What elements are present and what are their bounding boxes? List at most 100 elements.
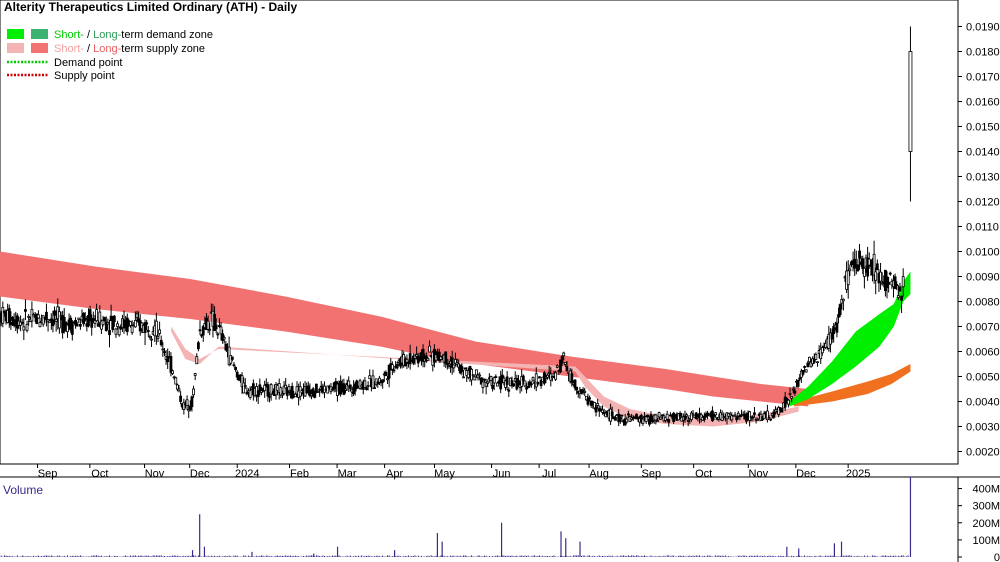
price-bar-body [753,412,756,415]
price-bar-body [230,356,234,360]
price-bar-body [315,383,318,393]
y-tick-label: 0.0180 [966,47,1000,59]
volume-tick-label: 0 [994,552,1000,562]
price-bar-body [494,376,498,379]
price-bar-body [129,321,132,326]
price-bar-body [677,413,680,421]
price-bar-body [27,315,31,318]
volume-tick-label: 100M [972,535,1000,547]
price-bar-body [7,308,11,324]
price-bar-body [93,320,97,324]
price-bar-body [148,335,152,338]
price-bar-body [491,384,494,389]
y-tick-label: 0.0090 [966,272,1000,284]
price-bar-body [117,327,121,336]
x-tick-label: Oct [695,468,712,480]
price-bar-body [87,314,90,327]
price-bar-body [473,376,477,381]
price-bar-body [368,375,372,380]
price-bar-body [861,258,865,270]
price-bar-body [874,271,878,281]
price-bar-body [348,384,352,389]
price-bar-body [154,320,158,337]
price-bar-body [678,412,682,417]
price-bar-body [281,393,284,396]
price-bar-body [483,378,486,381]
price-bar-body [384,371,388,376]
price-bar-body [53,310,56,316]
price-bar-body [554,372,558,380]
price-bar-body [463,367,467,370]
price-bar-body [287,386,291,392]
price-bar-body [219,326,223,335]
y-tick-label: 0.0160 [966,97,1000,109]
price-bar-body [586,398,590,405]
price-bar-body [101,319,105,326]
price-bar-body [536,381,540,385]
price-bar-body [690,412,693,421]
price-bar-body [832,326,836,335]
price-bar-body [390,364,394,370]
y-tick-label: 0.0190 [966,22,1000,34]
price-bar-body [804,369,808,373]
price-bar-body [51,319,55,327]
price-bar-body [738,415,742,418]
price-bar-body [224,343,228,351]
y-tick-label: 0.0170 [966,72,1000,84]
price-bar-body [171,370,174,374]
price-bar-body [381,379,385,383]
price-bar-body [174,377,178,385]
price-bar-body [285,387,289,396]
y-tick-label: 0.0140 [966,147,1000,159]
price-bar-body [306,385,310,393]
price-bar-body [625,418,629,423]
price-bar-body [505,376,509,385]
price-bar-body [618,417,622,423]
price-bar-body [531,377,535,381]
price-bar-body [769,418,773,421]
price-bar-body [659,416,663,420]
price-bar-body [104,321,108,332]
volume-tick-label: 300M [972,501,1000,513]
price-bar-body [837,314,840,318]
price-bar-body [182,402,186,410]
price-bar-body [45,311,48,321]
price-bar-body [848,268,852,272]
price-bar-body [560,356,564,364]
price-bar-body [156,336,160,339]
price-bar-body [559,359,562,373]
price-bar-body [599,408,603,411]
price-bar-body [529,383,533,386]
price-bar-body [22,326,26,331]
price-bar-body [114,328,118,335]
price-bar-body [363,380,367,388]
price-bar-body [565,365,569,372]
price-bar-body [198,329,202,332]
y-tick-label: 0.0110 [966,222,999,234]
price-bar-body [240,375,244,387]
price-bar-body [526,386,530,388]
price-bar-body [780,408,784,413]
price-bar-body [669,414,672,417]
legend-supply-zone: Short- / Long-term supply zone [54,43,205,55]
price-bar-body [245,392,249,395]
price-bar-body [614,416,617,421]
y-tick-label: 0.0040 [966,397,1000,409]
volume-tick-label: 200M [972,518,1000,530]
price-bar-body [130,325,134,333]
x-tick-label: Oct [91,468,108,480]
price-bar-body [534,373,538,388]
price-bar-body [887,281,891,285]
price-bar-body [846,270,850,286]
price-bar-body [898,286,902,292]
volume-bars [0,476,912,557]
price-bar-body [835,322,839,333]
price-bar-body [660,414,664,417]
price-plot-border [0,0,959,465]
price-bar-body [232,364,236,367]
price-bar-body [38,321,42,328]
price-bar-body [169,356,173,373]
price-bar-body [654,414,658,421]
y-tick-label: 0.0030 [966,422,1000,434]
price-bar-body [263,384,267,391]
